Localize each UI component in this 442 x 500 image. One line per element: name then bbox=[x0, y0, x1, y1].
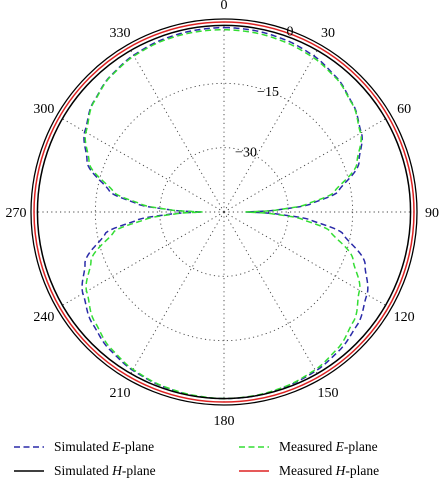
legend-item-2: Simulated H-plane bbox=[12, 460, 156, 482]
grid-spoke-150 bbox=[223, 211, 321, 380]
series-1-curve bbox=[84, 28, 362, 400]
outer-boundary bbox=[30, 18, 418, 406]
radial-label: −15 bbox=[257, 85, 279, 100]
grid-spoke-240 bbox=[56, 211, 225, 309]
angle-label-120: 120 bbox=[394, 310, 415, 325]
angle-label-30: 30 bbox=[321, 26, 335, 41]
legend-label: Measured E-plane bbox=[279, 439, 378, 454]
legend-item-3: Measured H-plane bbox=[237, 460, 379, 482]
polar-plot: 0 30 60 90 120 150 180 210 240 270 300 330 0 −15 −30 bbox=[6, 0, 440, 429]
grid-spoke-300 bbox=[56, 115, 225, 213]
angle-label-330: 330 bbox=[110, 26, 131, 41]
pattern-curves bbox=[33, 21, 415, 403]
grid-spoke-330 bbox=[127, 44, 225, 213]
radial-label: −30 bbox=[235, 146, 257, 161]
series-0-curve bbox=[81, 26, 369, 400]
grid-spoke-60 bbox=[223, 115, 392, 213]
legend-swatch bbox=[14, 446, 44, 448]
angle-label-300: 300 bbox=[33, 102, 54, 117]
radial-label: 0 bbox=[287, 25, 294, 40]
legend: Simulated E-plane Measured E-plane Simulat… bbox=[12, 436, 432, 496]
polar-grid bbox=[30, 18, 418, 406]
legend-label: Simulated H-plane bbox=[54, 463, 156, 478]
angle-label-60: 60 bbox=[397, 102, 411, 117]
angle-label-240: 240 bbox=[33, 310, 54, 325]
legend-swatch bbox=[14, 470, 44, 472]
series-3-curve bbox=[33, 21, 415, 403]
legend-label: Simulated E-plane bbox=[54, 439, 155, 454]
angle-label-150: 150 bbox=[318, 386, 339, 401]
angle-label-0: 0 bbox=[221, 0, 228, 13]
grid-spoke-30 bbox=[223, 44, 321, 213]
legend-swatch bbox=[239, 446, 269, 448]
grid-spoke-210 bbox=[127, 211, 225, 380]
legend-item-0: Simulated E-plane bbox=[12, 436, 154, 458]
grid-ring bbox=[159, 147, 289, 277]
legend-item-1: Measured E-plane bbox=[237, 436, 378, 458]
axis-labels: 0 30 60 90 120 150 180 210 240 270 300 330 0 −15 −30 bbox=[6, 0, 440, 429]
angle-label-90: 90 bbox=[425, 206, 439, 221]
legend-swatch bbox=[239, 470, 269, 472]
grid-spoke-120 bbox=[223, 211, 392, 309]
grid-ring bbox=[94, 82, 354, 342]
series-2-curve bbox=[36, 24, 412, 400]
angle-label-270: 270 bbox=[6, 206, 27, 221]
legend-label: Measured H-plane bbox=[279, 463, 380, 478]
angle-label-180: 180 bbox=[214, 414, 235, 429]
angle-label-210: 210 bbox=[110, 386, 131, 401]
